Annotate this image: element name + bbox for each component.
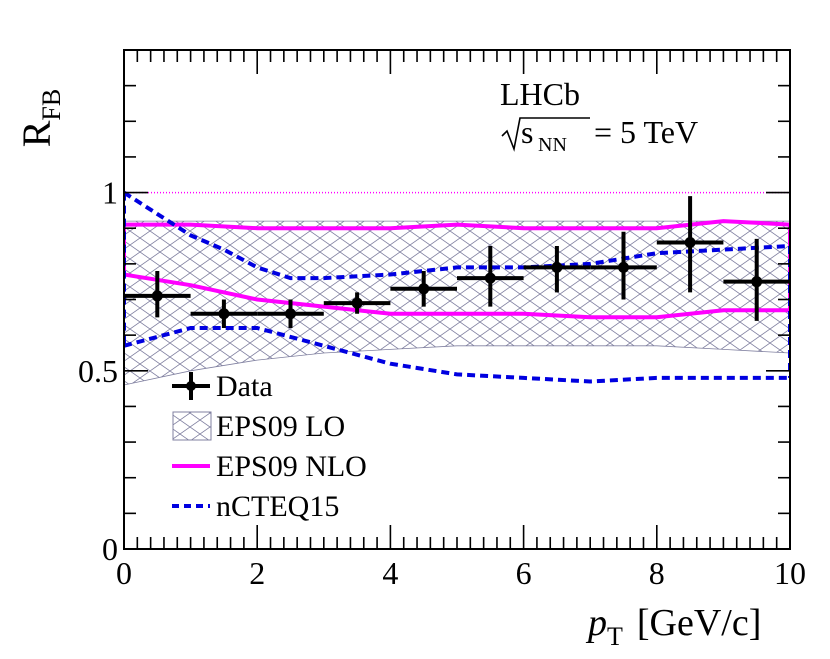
experiment-label: LHCb: [500, 76, 580, 112]
data-point-1: [124, 270, 191, 318]
eps09-nlo-upper-curve: [124, 219, 790, 231]
energy-label: s NN = 5 TeV: [501, 114, 698, 156]
y-tick-label: 1: [102, 175, 118, 211]
legend-entry-data: Data: [172, 370, 273, 403]
data-point-2: [190, 299, 258, 329]
x-axis-title: pT [GeV/c]: [585, 602, 761, 651]
y-axis-title-sub: FB: [37, 89, 66, 121]
x-axis-title-unit: [GeV/c]: [637, 602, 761, 644]
x-tick-label: 2: [249, 555, 265, 591]
x-axis-title-main: p: [585, 602, 607, 644]
energy-label-value: = 5 TeV: [594, 114, 698, 150]
data-point-10: [723, 238, 790, 321]
legend-entry-ncteq15: nCTEQ15: [172, 490, 339, 523]
data-point-8: [590, 231, 657, 300]
y-axis-title: RFB: [14, 89, 66, 148]
data-point-marker: [151, 290, 163, 302]
legend-entry-eps09-nlo: EPS09 NLO: [172, 450, 367, 483]
data-point-marker: [218, 308, 230, 320]
legend-entry-eps09-lo: EPS09 LO: [172, 410, 345, 443]
data-point-7: [523, 246, 591, 293]
data-point-marker: [285, 308, 296, 320]
data-point-marker: [684, 236, 696, 248]
energy-label-symbol: s: [521, 114, 533, 150]
x-tick-label: 10: [774, 555, 806, 591]
x-axis-title-sub: T: [607, 622, 623, 651]
eps09-nlo-lower-curve: [124, 272, 790, 320]
sqrt-sign: [501, 117, 590, 152]
y-axis-title-main: R: [14, 120, 59, 147]
ncteq15-upper-curve: [124, 190, 790, 281]
x-tick-label: 6: [516, 555, 532, 591]
data-point-marker: [351, 297, 363, 309]
legend-label-eps09-lo: EPS09 LO: [216, 410, 345, 443]
y-tick-label: 0.5: [78, 353, 118, 389]
legend-label-ncteq15: nCTEQ15: [216, 490, 339, 523]
energy-label-subscript: NN: [538, 134, 567, 156]
data-point-3: [257, 299, 324, 329]
data-point-4: [323, 292, 391, 314]
y-tick-label: 0: [102, 531, 118, 567]
data-point-marker: [618, 261, 629, 273]
data-point-marker: [484, 272, 496, 284]
data-point-marker: [551, 261, 563, 273]
x-tick-label: 0: [116, 555, 132, 591]
data-point-marker: [751, 276, 763, 288]
x-tick-label: 4: [382, 555, 398, 591]
data-point-5: [390, 270, 457, 307]
legend-label-eps09-nlo: EPS09 NLO: [216, 450, 367, 483]
legend-label-data: Data: [216, 370, 273, 403]
data-point-6: [457, 246, 524, 307]
legend: Data EPS09 LO EPS09 NLO nCTEQ15: [172, 370, 367, 523]
data-point-9: [656, 196, 724, 293]
data-point-marker: [418, 283, 430, 295]
ncteq15-lower-curve: [124, 326, 790, 384]
x-tick-label: 8: [649, 555, 665, 591]
